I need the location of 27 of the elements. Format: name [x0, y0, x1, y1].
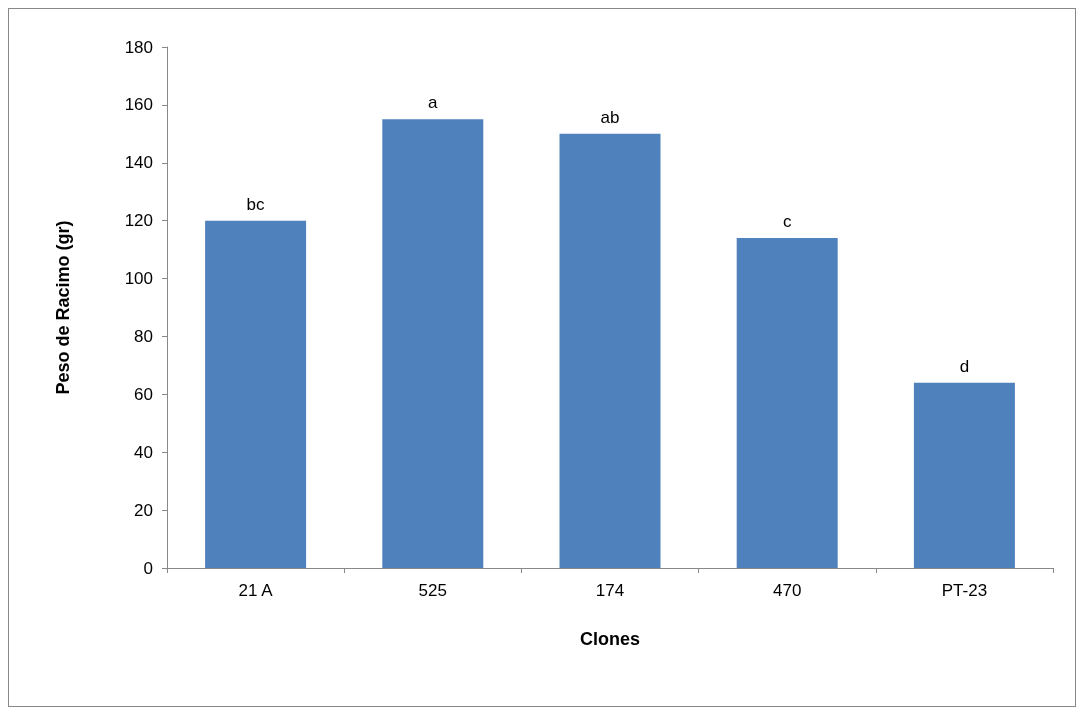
- annotation: a: [428, 93, 439, 113]
- x-tick-label: PT-23: [941, 581, 988, 600]
- x-axis-title: Clones: [579, 629, 641, 649]
- annotation: bc: [246, 194, 266, 214]
- y-tick-label: 160: [124, 95, 153, 115]
- bar: [736, 238, 838, 568]
- y-tick-label: 180: [124, 37, 153, 57]
- x-tick-label: 21 A: [238, 581, 274, 600]
- annotation: ab: [600, 107, 620, 127]
- y-tick-label: 80: [134, 326, 153, 346]
- x-tick-label: 525: [418, 581, 447, 600]
- bar: [559, 133, 661, 568]
- bar: [205, 220, 307, 568]
- y-tick-label: 140: [124, 153, 153, 173]
- annotation: d: [959, 356, 970, 376]
- y-tick-label: 120: [124, 211, 153, 231]
- y-tick-label: 100: [124, 269, 153, 289]
- bar: [913, 382, 1015, 568]
- y-tick-label: 20: [134, 500, 153, 520]
- x-tick-label: 174: [595, 581, 625, 600]
- y-axis-title: Peso de Racimo (gr): [53, 220, 73, 395]
- y-tick-label: 0: [143, 558, 153, 578]
- x-tick-label: 470: [773, 581, 802, 600]
- annotation: c: [782, 212, 792, 232]
- bar: [382, 119, 484, 568]
- y-tick-label: 40: [134, 442, 153, 462]
- y-tick-label: 60: [134, 384, 153, 404]
